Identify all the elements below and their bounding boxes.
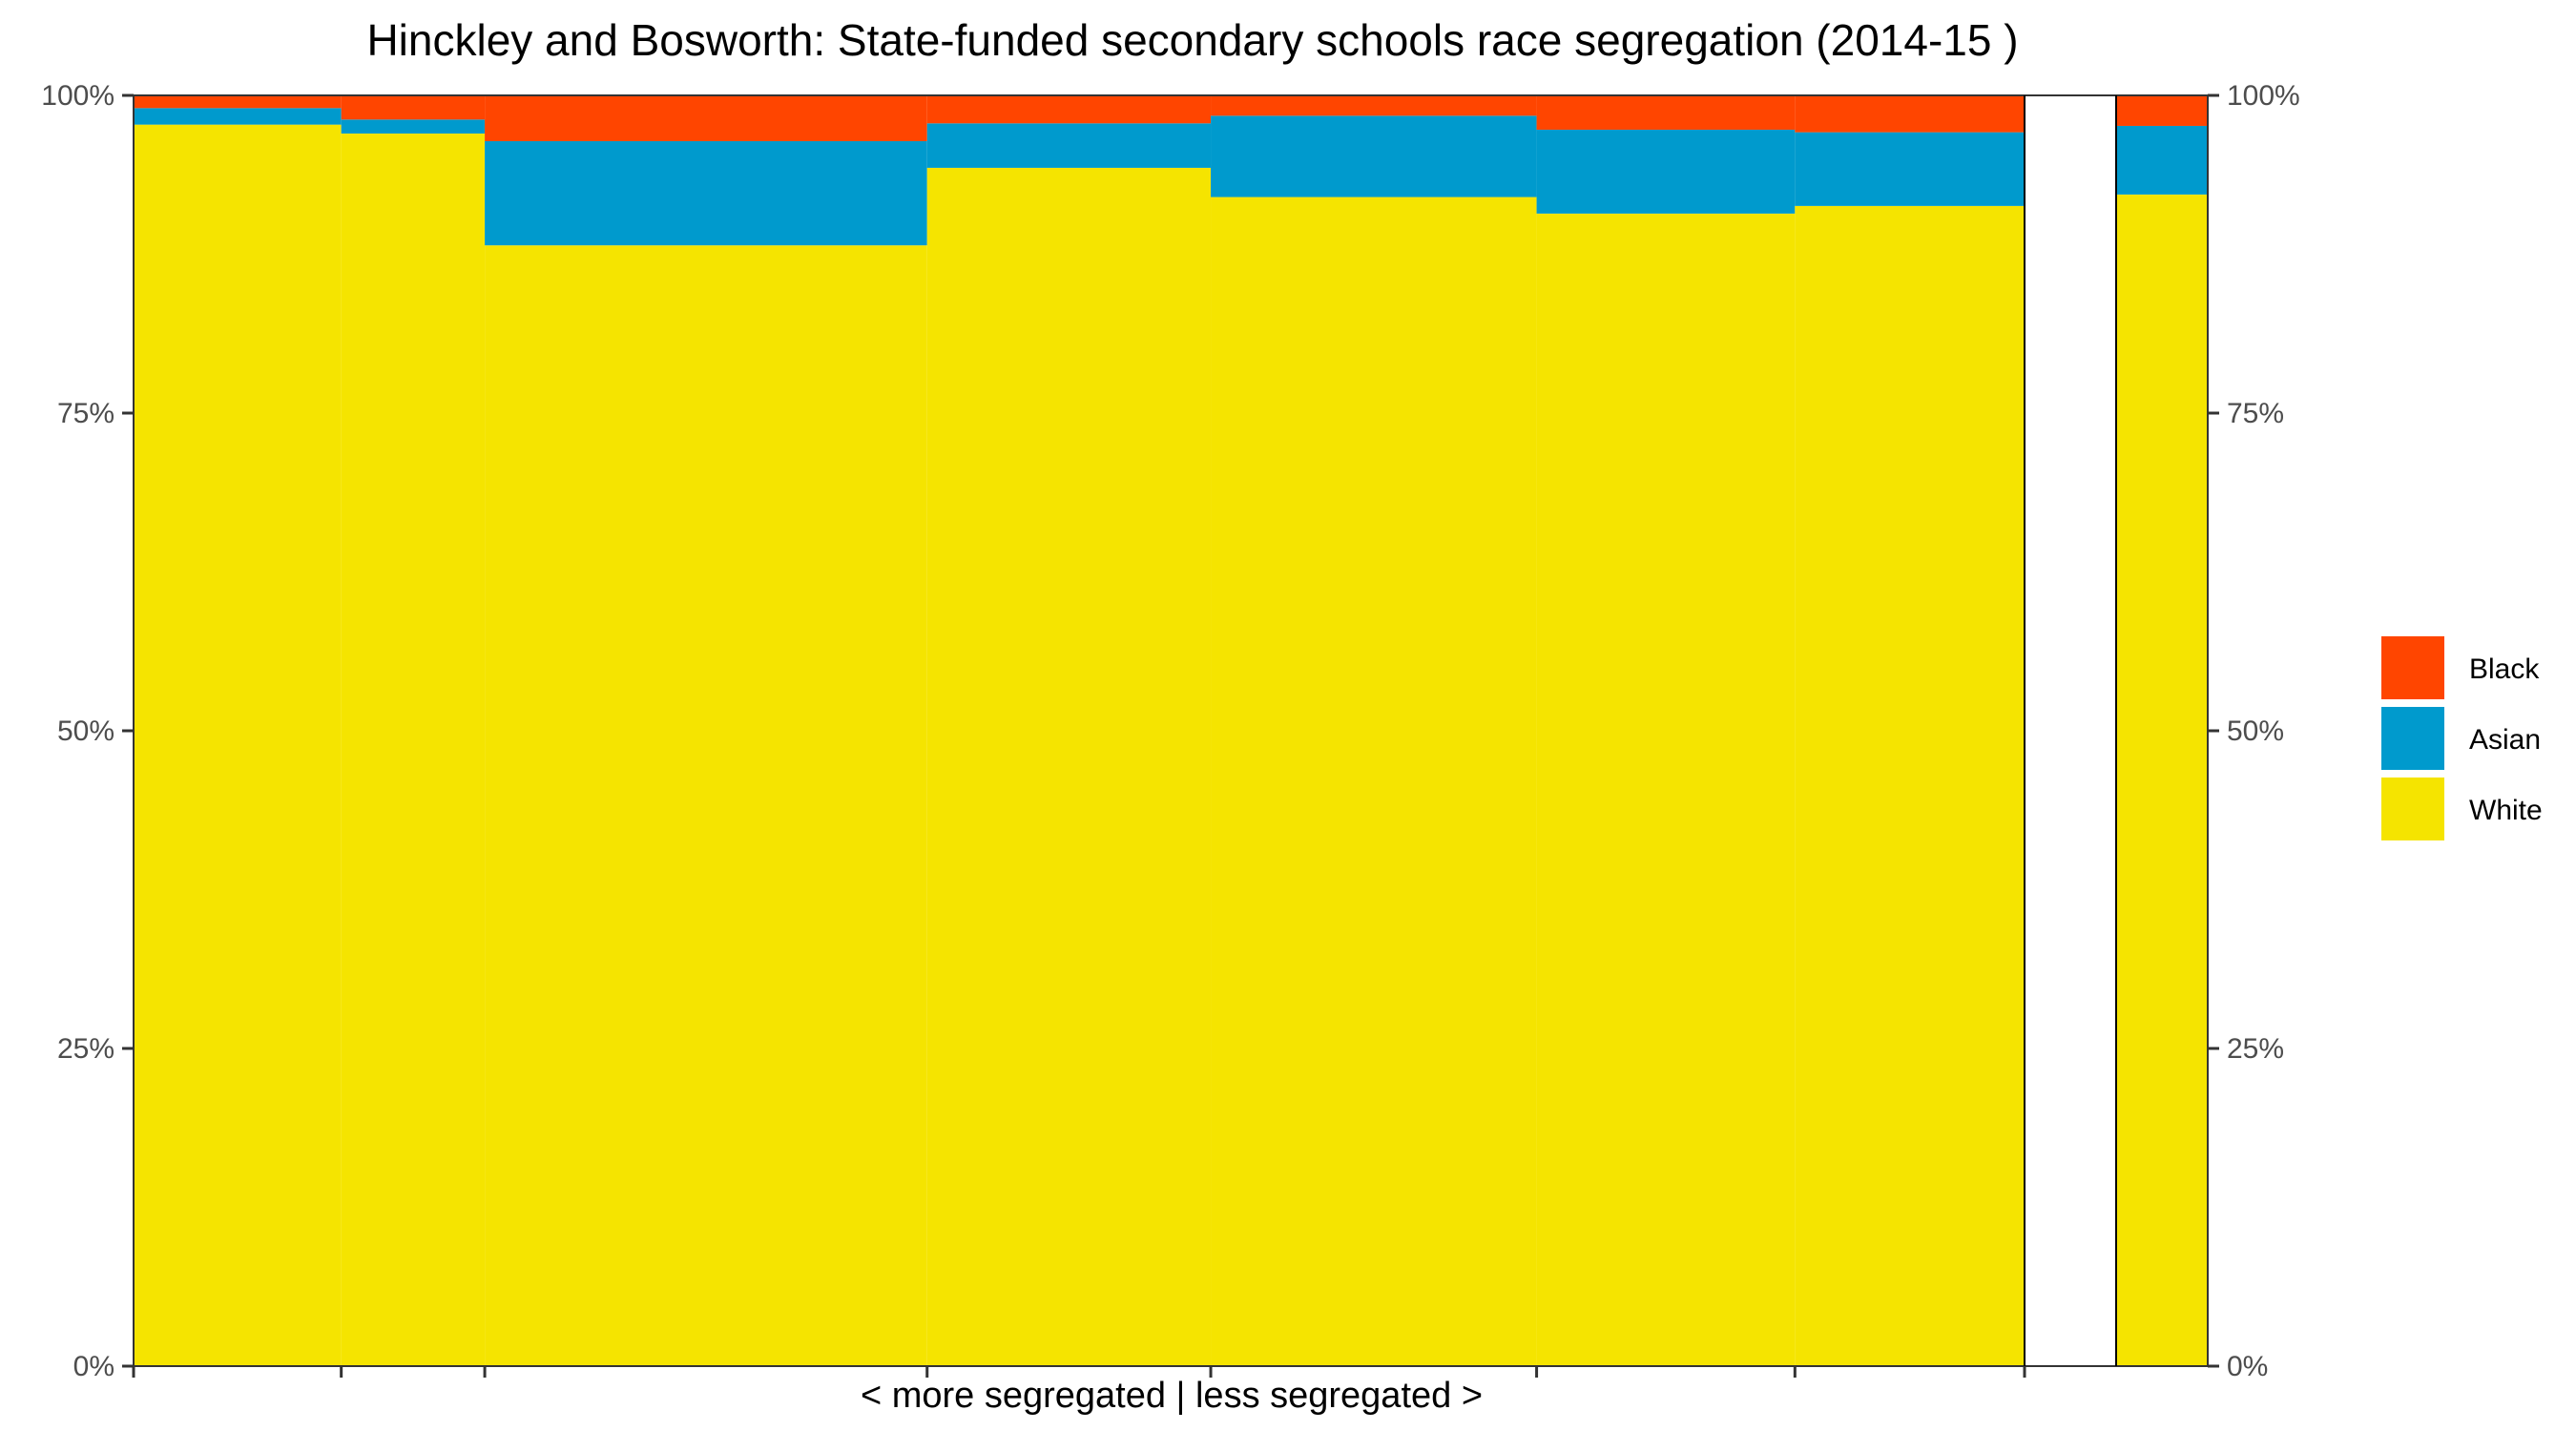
y-tick-label-left-2: 50% xyxy=(57,716,114,747)
bars-layer xyxy=(134,95,2208,1367)
bar-4-asian xyxy=(926,123,1212,168)
summary-bar-black xyxy=(2116,95,2208,126)
bar-3-white xyxy=(485,245,927,1366)
bar-7-black xyxy=(1795,95,2025,133)
axes-layer: 0% 0% 25% 25% 50% 50% 75% 75% 100% 100% xyxy=(41,80,2299,1382)
bar-7-white xyxy=(1795,205,2025,1366)
bar-2-asian xyxy=(341,119,486,134)
legend: Black Asian White xyxy=(2381,636,2543,840)
y-tick-label-right-2: 50% xyxy=(2227,716,2284,747)
y-tick-label-right-0: 0% xyxy=(2227,1351,2268,1382)
y-tick-label-left-4: 100% xyxy=(41,80,114,112)
bar-6-white xyxy=(1536,213,1796,1367)
bar-3-asian xyxy=(485,140,927,246)
bar-7-asian xyxy=(1795,132,2025,206)
y-tick-label-left-1: 25% xyxy=(57,1033,114,1065)
summary-bar-asian xyxy=(2116,125,2208,195)
legend-label-black: Black xyxy=(2469,653,2540,685)
bar-5-asian xyxy=(1211,115,1537,197)
bar-4-white xyxy=(926,167,1212,1367)
bar-2-white xyxy=(341,133,486,1367)
summary-bar-white xyxy=(2116,194,2208,1366)
legend-label-asian: Asian xyxy=(2469,724,2541,756)
bar-1-asian xyxy=(134,108,342,125)
legend-key-asian xyxy=(2381,707,2444,770)
y-tick-label-right-4: 100% xyxy=(2227,80,2300,112)
legend-label-white: White xyxy=(2469,795,2543,826)
y-tick-label-right-1: 25% xyxy=(2227,1033,2284,1065)
legend-key-white xyxy=(2381,778,2444,840)
bar-6-asian xyxy=(1536,129,1796,214)
chart-title: Hinckley and Bosworth: State-funded seco… xyxy=(366,15,2018,65)
x-axis-label: < more segregated | less segregated > xyxy=(861,1376,1483,1416)
bar-1-black xyxy=(134,95,342,109)
y-tick-label-left-0: 0% xyxy=(73,1351,114,1382)
bar-1-white xyxy=(134,124,342,1367)
legend-key-black xyxy=(2381,636,2444,699)
bar-6-black xyxy=(1536,95,1796,130)
bar-2-black xyxy=(341,95,486,120)
bar-4-black xyxy=(926,95,1212,124)
y-tick-label-left-3: 75% xyxy=(57,398,114,429)
bar-5-black xyxy=(1211,95,1537,116)
bar-5-white xyxy=(1211,197,1537,1366)
bar-3-black xyxy=(485,95,927,141)
y-tick-label-right-3: 75% xyxy=(2227,398,2284,429)
